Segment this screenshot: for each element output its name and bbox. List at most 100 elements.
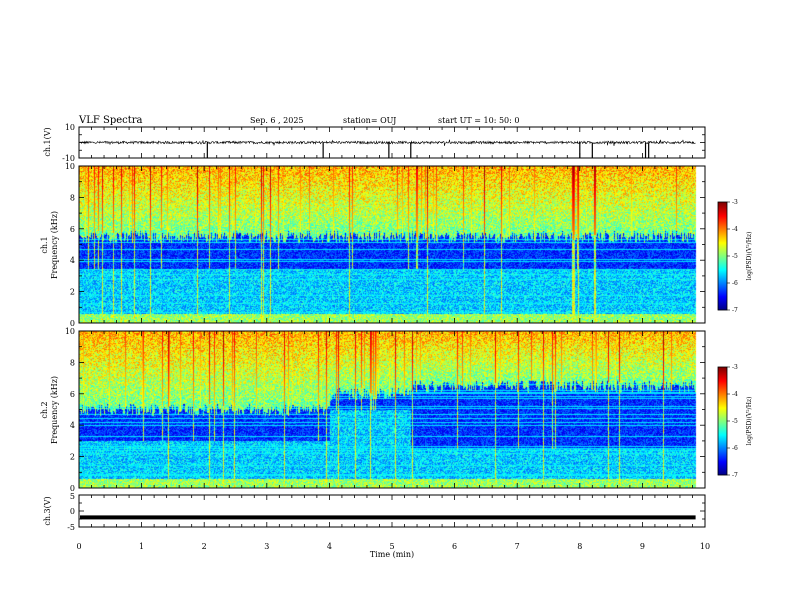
colorbar-swatch [718,373,727,375]
colorbar-swatch [718,308,727,310]
colorbar-swatch [718,423,727,425]
colorbar-swatch [718,258,727,260]
ch3-trace [80,515,696,520]
ch2-spec-ticks [78,330,706,489]
ch3-ticks [78,494,706,528]
ch2-spec-ytick-labels: 0 2 4 6 8 10 [65,327,75,493]
colorbar-swatch [718,426,727,428]
ch3-waveform-panel: 5 0 -5 ch.3(V) [43,492,706,532]
colorbar-swatch [718,413,727,415]
colorbar-swatch [718,251,727,253]
colorbar-swatch [718,396,727,398]
colorbar-swatch [718,264,727,266]
colorbar-swatch [718,406,727,408]
colorbar-swatch [718,231,727,233]
spec-ytick-label: 0 [70,319,75,328]
colorbar-swatch [718,265,727,267]
colorbar-swatch [718,241,727,243]
colorbar-swatch [718,267,727,269]
colorbar-label: log(PSD)(V²/Hz) [746,397,753,446]
ch1-trace [79,139,696,158]
colorbar-swatch [718,277,727,279]
colorbar-swatch [718,261,727,263]
colorbar-swatch [718,381,727,383]
date-label: Sep. 6 , 2025 [250,116,304,125]
colorbar-swatch [718,367,727,369]
colorbar-swatch [718,211,727,213]
colorbar-swatch [718,209,727,211]
colorbar-swatch [718,390,727,392]
colorbar-swatch [718,386,727,388]
colorbar-swatch [718,455,727,457]
colorbar-tick-label: -6 [732,280,738,287]
colorbar-swatch [718,219,727,221]
colorbar-swatch [718,417,727,419]
x-tick-label: 5 [389,542,394,551]
colorbar-swatch [718,250,727,252]
colorbar-swatch [718,395,727,397]
colorbar-swatch [718,274,727,276]
colorbar-swatch [718,407,727,409]
colorbar-swatch [718,421,727,423]
colorbar-swatch [718,377,727,379]
colorbar-swatch [718,454,727,456]
colorbar-swatch [718,428,727,430]
colorbar-swatch [718,398,727,400]
colorbar-swatch [718,202,727,204]
colorbar-swatch [718,222,727,224]
colorbar-swatch [718,253,727,255]
colorbar-swatch [718,434,727,436]
ch3-ytick-top: 5 [70,492,75,501]
figure-title: VLF Spectra [78,115,143,126]
colorbar-swatch [718,452,727,454]
colorbar-swatch [718,370,727,372]
colorbar-swatch [718,389,727,391]
ch1-ticks [78,126,706,159]
ch1-ytick-top: 10 [65,123,75,132]
colorbar-swatch [718,299,727,301]
colorbar-swatch [718,429,727,431]
colorbar-swatch [718,379,727,381]
ch2-spectrogram-panel: 0 2 4 6 8 10 ch.2 Frequency (kHz) [40,327,706,493]
colorbar-swatch [718,419,727,421]
colorbar-swatch [718,215,727,217]
ch2-spec-ylabel-freq: Frequency (kHz) [50,376,59,444]
colorbar-swatch [718,372,727,374]
colorbar-swatch [718,446,727,448]
ch2-colorbar: -3 -4 -5 -6 -7 log(PSD)(V²/Hz) [717,364,753,479]
colorbar-swatch [718,422,727,424]
colorbar-swatch [718,464,727,466]
colorbar-swatch [718,279,727,281]
x-tick-label: 10 [700,542,710,551]
colorbar-swatch [718,220,727,222]
x-tick-label: 7 [515,542,520,551]
colorbar-swatch [718,269,727,271]
colorbar-swatch [718,459,727,461]
colorbar-swatch [718,284,727,286]
start-time-label: start UT = 10: 50: 0 [438,116,519,125]
colorbar-swatch [718,294,727,296]
colorbar-swatch [718,257,727,259]
colorbar-swatch [718,411,727,413]
colorbar-swatch [718,371,727,373]
colorbar-swatch [718,307,727,309]
colorbar-swatch [718,239,727,241]
colorbar-swatch [718,461,727,463]
colorbar-swatch [718,432,727,434]
ch1-trace-line [79,139,696,147]
colorbar-swatch [718,384,727,386]
spec-ytick-label: 8 [70,193,75,202]
colorbar-swatch [718,228,727,230]
colorbar-swatch [718,286,727,288]
colorbar-swatch [718,369,727,371]
colorbar-swatch [718,438,727,440]
x-tick-label: 9 [640,542,645,551]
x-tick-label: 6 [452,542,457,551]
colorbar-tick-label: -6 [732,445,738,452]
colorbar-swatch [718,247,727,249]
colorbar-swatch [718,418,727,420]
colorbar-swatch [718,290,727,292]
ch1-spectrogram-image [79,166,705,323]
colorbar-swatch [718,243,727,245]
spec-ytick-label: 2 [70,288,75,297]
